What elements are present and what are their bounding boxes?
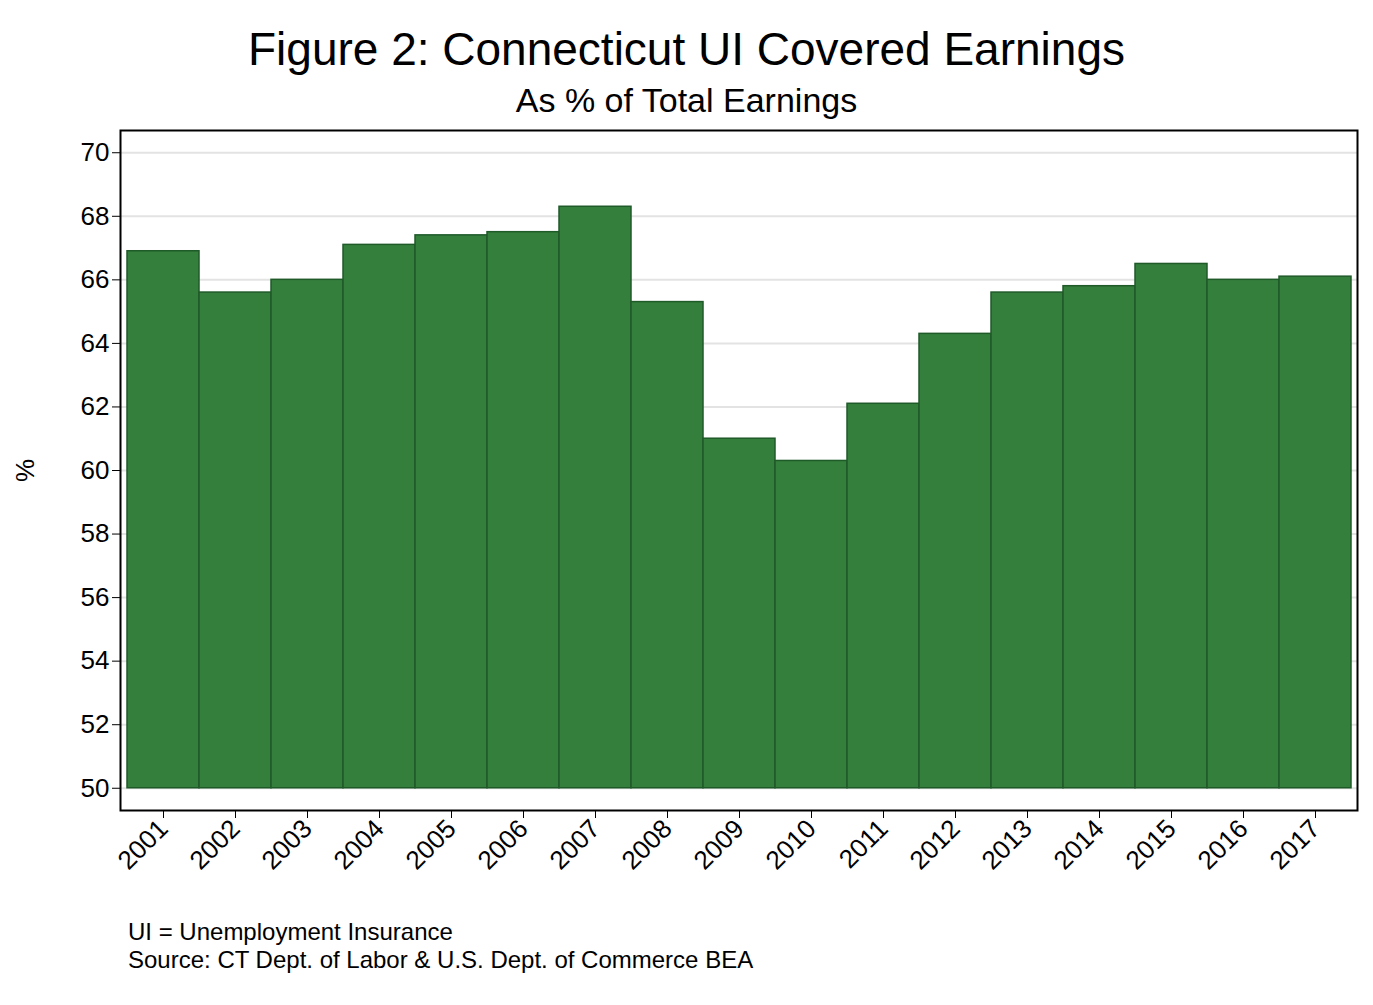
svg-text:2002: 2002: [184, 813, 246, 875]
svg-text:2012: 2012: [904, 813, 966, 875]
html-text:UI = Unemployment Insurance: UI = Unemployment Insurance: [128, 918, 453, 945]
svg-text:2006: 2006: [472, 813, 534, 875]
svg-text:%: %: [10, 459, 40, 482]
svg-text:2001: 2001: [112, 813, 174, 875]
svg-text:68: 68: [81, 201, 110, 231]
html-text:Source: CT Dept. of Labor & U.: Source: CT Dept. of Labor & U.S. Dept. o…: [128, 946, 754, 973]
svg-text:2017: 2017: [1264, 813, 1326, 875]
svg-text:2010: 2010: [760, 813, 822, 875]
svg-text:70: 70: [81, 137, 110, 167]
svg-text:64: 64: [81, 328, 110, 358]
svg-text:2003: 2003: [256, 813, 318, 875]
svg-text:60: 60: [81, 455, 110, 485]
svg-text:50: 50: [81, 773, 110, 803]
svg-text:2015: 2015: [1120, 813, 1182, 875]
svg-text:62: 62: [81, 391, 110, 421]
svg-text:2008: 2008: [616, 813, 678, 875]
svg-text:54: 54: [81, 645, 110, 675]
svg-text:2009: 2009: [688, 813, 750, 875]
svg-text:2016: 2016: [1192, 813, 1254, 875]
svg-text:2014: 2014: [1048, 813, 1110, 875]
svg-text:2004: 2004: [328, 813, 390, 875]
svg-text:52: 52: [81, 709, 110, 739]
svg-text:2005: 2005: [400, 813, 462, 875]
html-text:As % of Total Earnings: As % of Total Earnings: [515, 81, 858, 119]
svg-text:2007: 2007: [544, 813, 606, 875]
svg-text:66: 66: [81, 264, 110, 294]
svg-text:56: 56: [81, 582, 110, 612]
svg-text:58: 58: [81, 518, 110, 548]
svg-text:2011: 2011: [833, 813, 894, 874]
svg-text:2013: 2013: [976, 813, 1038, 875]
html-text:Figure 2: Connecticut UI Cover: Figure 2: Connecticut UI Covered Earning…: [248, 23, 1125, 75]
